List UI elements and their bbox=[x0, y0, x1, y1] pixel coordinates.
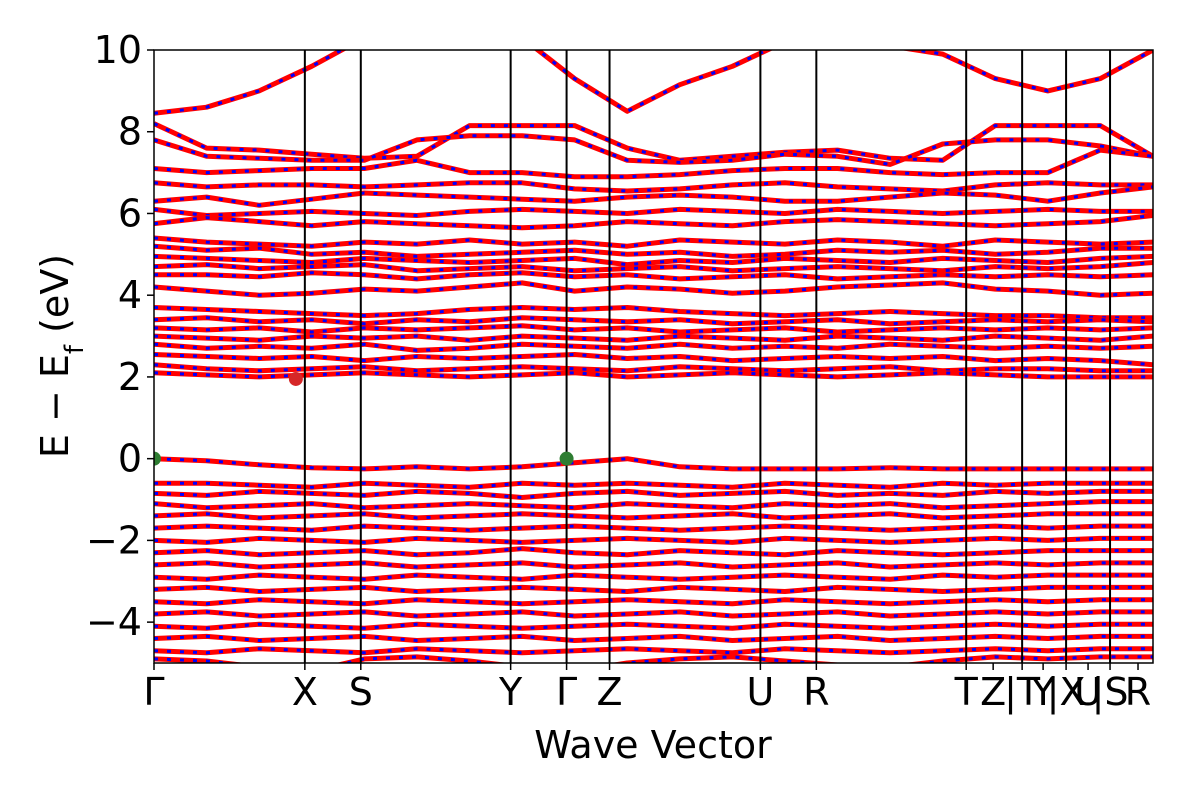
x-tick-label: |S bbox=[1092, 670, 1129, 715]
band-line-dashed bbox=[154, 481, 1153, 489]
band-line-dashed bbox=[154, 148, 1153, 179]
band-line-dashed bbox=[154, 457, 1153, 471]
extrema-markers bbox=[154, 371, 574, 466]
y-tick-label: 6 bbox=[118, 191, 142, 235]
band-line-dashed bbox=[154, 334, 1153, 342]
band-line-dashed bbox=[154, 489, 1153, 500]
x-tick-label: S bbox=[349, 670, 373, 714]
x-tick-label: U bbox=[1074, 670, 1102, 714]
band-line-dashed bbox=[154, 512, 1153, 520]
band-line-dashed bbox=[154, 524, 1153, 532]
band-line-dashed bbox=[154, 207, 1153, 218]
x-tick-label: Z bbox=[597, 670, 623, 714]
band-line-dashed bbox=[154, 561, 1153, 569]
band-line-dashed bbox=[154, 634, 1153, 643]
band-line-dashed bbox=[154, 254, 1153, 267]
y-tick-label: −4 bbox=[86, 600, 142, 644]
band-line-dashed bbox=[154, 316, 1153, 326]
band-line-dashed bbox=[154, 547, 1153, 557]
band-line bbox=[154, 654, 1153, 663]
band-line-dashed bbox=[154, 122, 1153, 162]
band-line-dashed bbox=[154, 305, 1153, 320]
x-tick-label: Y bbox=[1031, 670, 1056, 714]
y-axis-title-unit: (eV) bbox=[33, 254, 77, 345]
band-line-dashed bbox=[154, 281, 1153, 297]
y-tick-label: 2 bbox=[118, 355, 142, 399]
band-line-dashed bbox=[154, 585, 1153, 594]
band-line-dashed bbox=[154, 647, 1153, 655]
y-axis-title: E − Ef (eV) bbox=[33, 254, 90, 458]
extremum-marker bbox=[288, 371, 303, 386]
band-line-dashed bbox=[154, 536, 1153, 544]
band-line-dashed bbox=[154, 271, 1153, 281]
band-line-dashed bbox=[154, 50, 1153, 115]
band-line-dashed bbox=[154, 324, 1153, 334]
y-axis-title-main: E − E bbox=[33, 354, 77, 458]
extremum-marker bbox=[154, 451, 161, 466]
x-tick-label: |X bbox=[1047, 670, 1086, 715]
band-line-dashed bbox=[154, 573, 1153, 581]
x-tick-label: Z bbox=[980, 670, 1006, 714]
plot-frame bbox=[153, 49, 1154, 664]
x-tick-label: Γ bbox=[556, 670, 577, 714]
x-tick-label: Y bbox=[498, 670, 523, 714]
x-axis-ticks: Γ X S Y Γ Z U R T Z|TY|XU|SR bbox=[143, 663, 1151, 715]
x-axis-title: Wave Vector bbox=[534, 723, 772, 767]
x-tick-label: X bbox=[292, 670, 318, 714]
band-line-dashed bbox=[154, 363, 1153, 373]
band-line-dashed bbox=[154, 371, 1153, 379]
band-line-dashed bbox=[154, 261, 1153, 273]
y-tick-label: 10 bbox=[94, 28, 142, 72]
y-tick-label: 4 bbox=[118, 273, 142, 317]
band-line-dashed bbox=[154, 598, 1153, 606]
extremum-marker bbox=[559, 451, 574, 466]
band-line-dashed bbox=[154, 214, 1153, 230]
y-axis-title-sub: f bbox=[60, 344, 90, 354]
x-tick-label: |T bbox=[1004, 670, 1041, 715]
band-line-dashed bbox=[154, 352, 1153, 367]
band-line-dashed bbox=[154, 342, 1153, 352]
x-tick-label: R bbox=[1125, 670, 1151, 714]
band-line-dashed bbox=[154, 134, 1153, 166]
y-tick-label: 0 bbox=[118, 437, 142, 481]
band-line-dashed bbox=[154, 181, 1153, 193]
band-line-dashed bbox=[154, 622, 1153, 630]
x-tick-label: U bbox=[746, 670, 774, 714]
band-line-dashed bbox=[154, 500, 1153, 510]
y-tick-label: −2 bbox=[86, 518, 142, 562]
band-line-dashed bbox=[154, 610, 1153, 618]
band-line-dashed bbox=[154, 236, 1153, 248]
x-tick-label: R bbox=[803, 670, 829, 714]
x-tick-label: Γ bbox=[143, 670, 164, 714]
y-tick-label: 8 bbox=[118, 110, 142, 154]
x-tick-label: T bbox=[954, 670, 979, 714]
band-line-dashed bbox=[154, 244, 1153, 258]
high-symmetry-lines bbox=[303, 50, 1112, 663]
bands-layer bbox=[154, 50, 1153, 663]
y-axis-ticks: −4 −2 0 2 4 6 8 10 bbox=[86, 28, 154, 644]
band-line-dashed bbox=[154, 185, 1153, 207]
